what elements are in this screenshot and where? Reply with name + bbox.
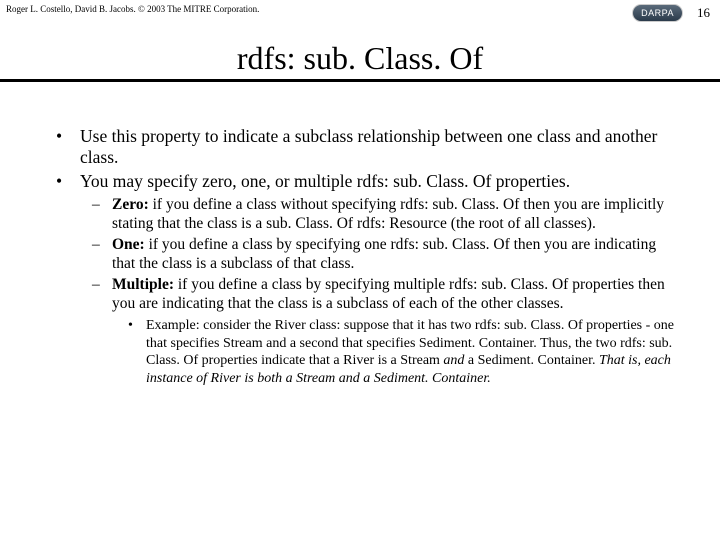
title-region: rdfs: sub. Class. Of — [0, 40, 720, 79]
darpa-badge: DARPA — [632, 4, 683, 22]
sub-bullet-label: Zero: — [112, 196, 149, 213]
example-and: and — [443, 353, 464, 368]
copyright-text: Roger L. Costello, David B. Jacobs. © 20… — [6, 4, 259, 14]
slide-header: Roger L. Costello, David B. Jacobs. © 20… — [0, 0, 720, 22]
sub-bullet-item: Zero: if you define a class without spec… — [80, 196, 680, 234]
sub-bullet-text: if you define a class by specifying mult… — [112, 276, 665, 312]
sub-bullet-label: Multiple: — [112, 276, 174, 293]
slide-title: rdfs: sub. Class. Of — [233, 40, 487, 79]
example-text: a Sediment. Container. — [464, 353, 599, 368]
sub-bullet-text: if you define a class by specifying one … — [112, 236, 656, 272]
sub-bullet-text: if you define a class without specifying… — [112, 196, 664, 232]
sub-bullet-item: One: if you define a class by specifying… — [80, 236, 680, 274]
bullet-item: You may specify zero, one, or multiple r… — [48, 171, 680, 388]
sub-bullet-list: Zero: if you define a class without spec… — [80, 196, 680, 387]
example-list: Example: consider the River class: suppo… — [112, 317, 680, 387]
sub-bullet-item: Multiple: if you define a class by speci… — [80, 276, 680, 388]
page-number: 16 — [697, 5, 710, 21]
bullet-item: Use this property to indicate a subclass… — [48, 126, 680, 169]
bullet-list: Use this property to indicate a subclass… — [48, 126, 680, 387]
bullet-text: You may specify zero, one, or multiple r… — [80, 171, 570, 191]
header-right: DARPA 16 — [632, 4, 710, 22]
slide-body: Use this property to indicate a subclass… — [0, 82, 720, 387]
example-item: Example: consider the River class: suppo… — [112, 317, 680, 387]
sub-bullet-label: One: — [112, 236, 145, 253]
